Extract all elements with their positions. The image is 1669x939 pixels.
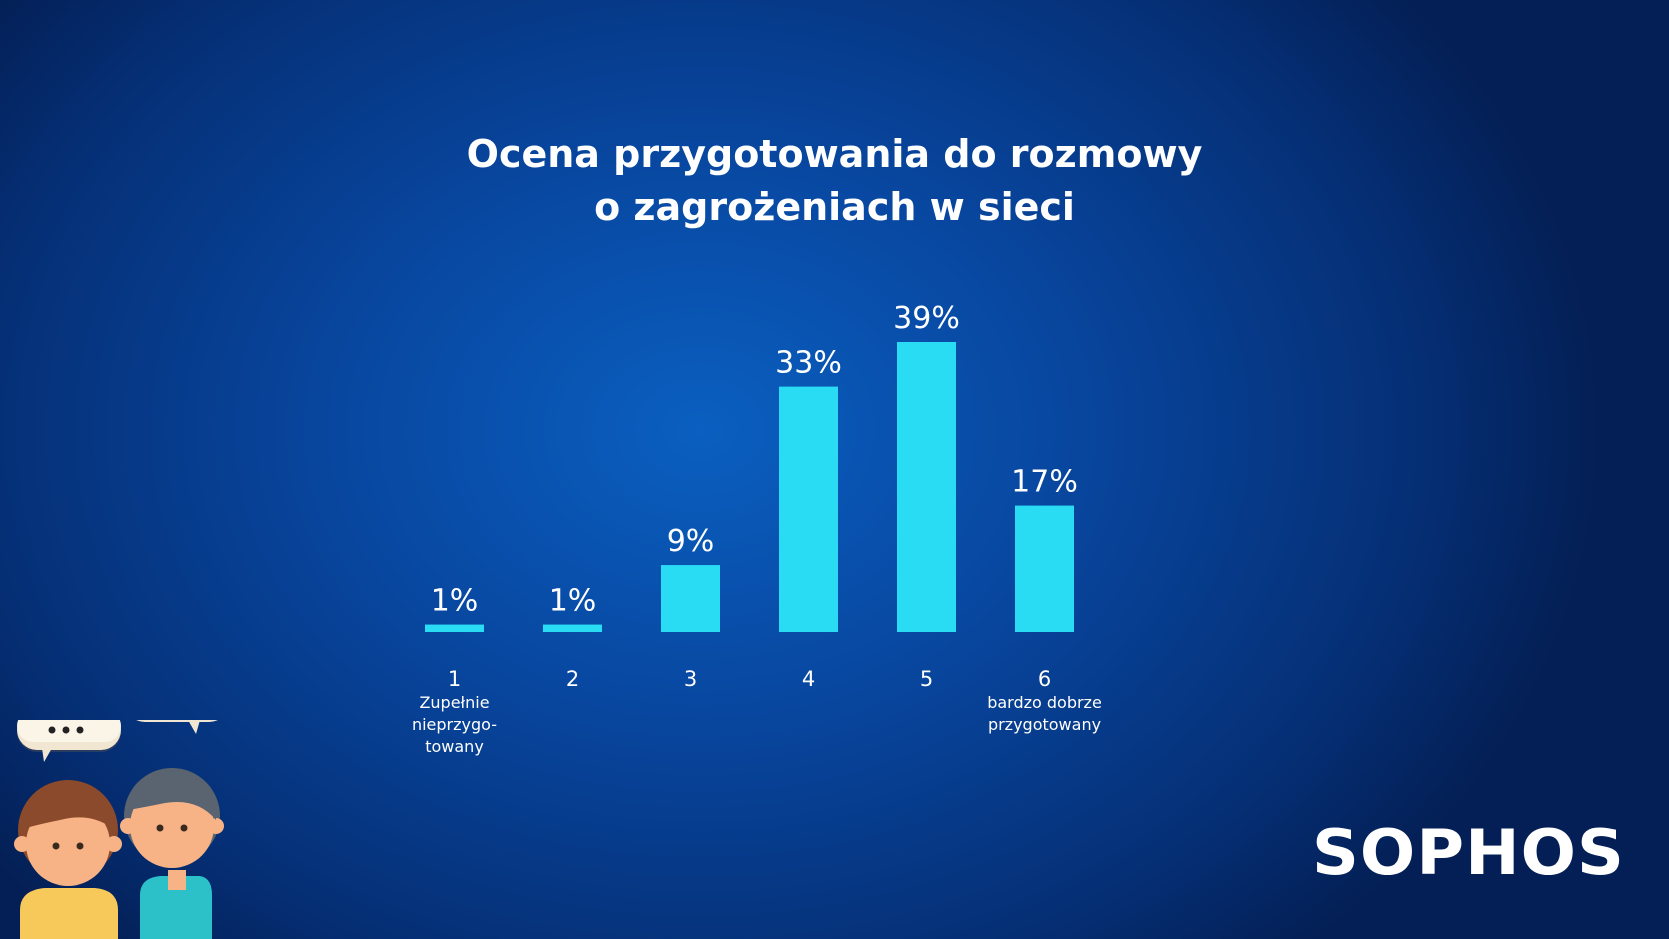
bar-4 <box>779 386 838 632</box>
speech-bubble-icon <box>136 720 218 734</box>
category-number: 1 <box>447 667 462 691</box>
category-label-4: 4 <box>729 666 889 692</box>
bar-1 <box>425 624 484 632</box>
category-number: 4 <box>801 667 816 691</box>
data-label-4: 33% <box>775 346 842 381</box>
speech-bubble-icon <box>17 720 121 762</box>
category-number: 3 <box>683 667 698 691</box>
data-label-2: 1% <box>549 584 597 619</box>
chart-title-line-2: o zagrożeniach w sieci <box>594 185 1075 229</box>
category-label-1: 1 Zupełnie nieprzygo- towany <box>375 666 535 758</box>
chart-title-line-1: Ocena przygotowania do rozmowy <box>466 132 1203 176</box>
people-illustration <box>14 720 224 939</box>
bar-2 <box>543 624 602 632</box>
boy-avatar-icon <box>120 768 224 939</box>
category-label-5: 5 <box>847 666 1007 692</box>
data-label-1: 1% <box>431 584 479 619</box>
bar-3 <box>661 565 720 632</box>
chart-title: Ocena przygotowania do rozmowy o zagroże… <box>0 128 1669 234</box>
category-label-3: 3 <box>611 666 771 692</box>
data-label-5: 39% <box>893 301 960 336</box>
bar-5 <box>897 342 956 632</box>
bar-6 <box>1015 505 1074 632</box>
category-description: bardzo dobrze przygotowany <box>987 693 1102 734</box>
category-label-2: 2 <box>493 666 653 692</box>
category-description: Zupełnie nieprzygo- towany <box>411 693 498 756</box>
category-label-6: 6 bardzo dobrze przygotowany <box>965 666 1125 736</box>
category-number: 2 <box>565 667 580 691</box>
data-label-3: 9% <box>667 524 715 559</box>
category-number: 5 <box>919 667 934 691</box>
category-number: 6 <box>1037 667 1052 691</box>
sophos-logo: SOPHOS <box>1312 816 1625 889</box>
data-label-6: 17% <box>1011 465 1078 500</box>
girl-avatar-icon <box>14 780 122 939</box>
